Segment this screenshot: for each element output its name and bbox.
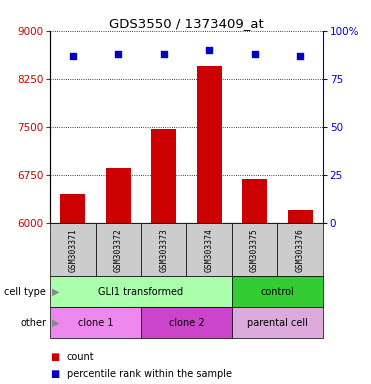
Bar — [187, 223, 232, 276]
Bar — [232, 307, 323, 338]
Bar — [96, 223, 141, 276]
Point — [115, 51, 121, 57]
Text: ■: ■ — [50, 352, 59, 362]
Bar — [141, 307, 232, 338]
Bar — [242, 179, 267, 223]
Bar — [50, 276, 232, 307]
Text: percentile rank within the sample: percentile rank within the sample — [67, 369, 232, 379]
Point — [252, 51, 257, 57]
Text: clone 1: clone 1 — [78, 318, 113, 328]
Text: GSM303374: GSM303374 — [205, 228, 214, 271]
Text: clone 2: clone 2 — [168, 318, 204, 328]
Text: GLI1 transformed: GLI1 transformed — [98, 287, 184, 297]
Bar — [232, 223, 278, 276]
Bar — [50, 223, 96, 276]
Bar — [197, 66, 221, 223]
Bar — [50, 307, 141, 338]
Point — [206, 47, 212, 53]
Text: ▶: ▶ — [52, 318, 59, 328]
Text: parental cell: parental cell — [247, 318, 308, 328]
Bar — [151, 129, 176, 223]
Bar — [60, 194, 85, 223]
Bar — [106, 168, 131, 223]
Title: GDS3550 / 1373409_at: GDS3550 / 1373409_at — [109, 17, 264, 30]
Bar — [141, 223, 187, 276]
Text: GSM303376: GSM303376 — [296, 228, 305, 271]
Bar — [232, 276, 323, 307]
Bar — [288, 210, 312, 223]
Text: cell type: cell type — [4, 287, 46, 297]
Text: ▶: ▶ — [52, 287, 59, 297]
Text: GSM303372: GSM303372 — [114, 228, 123, 271]
Point — [297, 53, 303, 59]
Text: GSM303373: GSM303373 — [159, 228, 168, 271]
Text: other: other — [20, 318, 46, 328]
Bar — [278, 223, 323, 276]
Text: count: count — [67, 352, 94, 362]
Text: ■: ■ — [50, 369, 59, 379]
Point — [70, 53, 76, 59]
Text: control: control — [260, 287, 294, 297]
Point — [161, 51, 167, 57]
Text: GSM303371: GSM303371 — [68, 228, 77, 271]
Text: GSM303375: GSM303375 — [250, 228, 259, 271]
